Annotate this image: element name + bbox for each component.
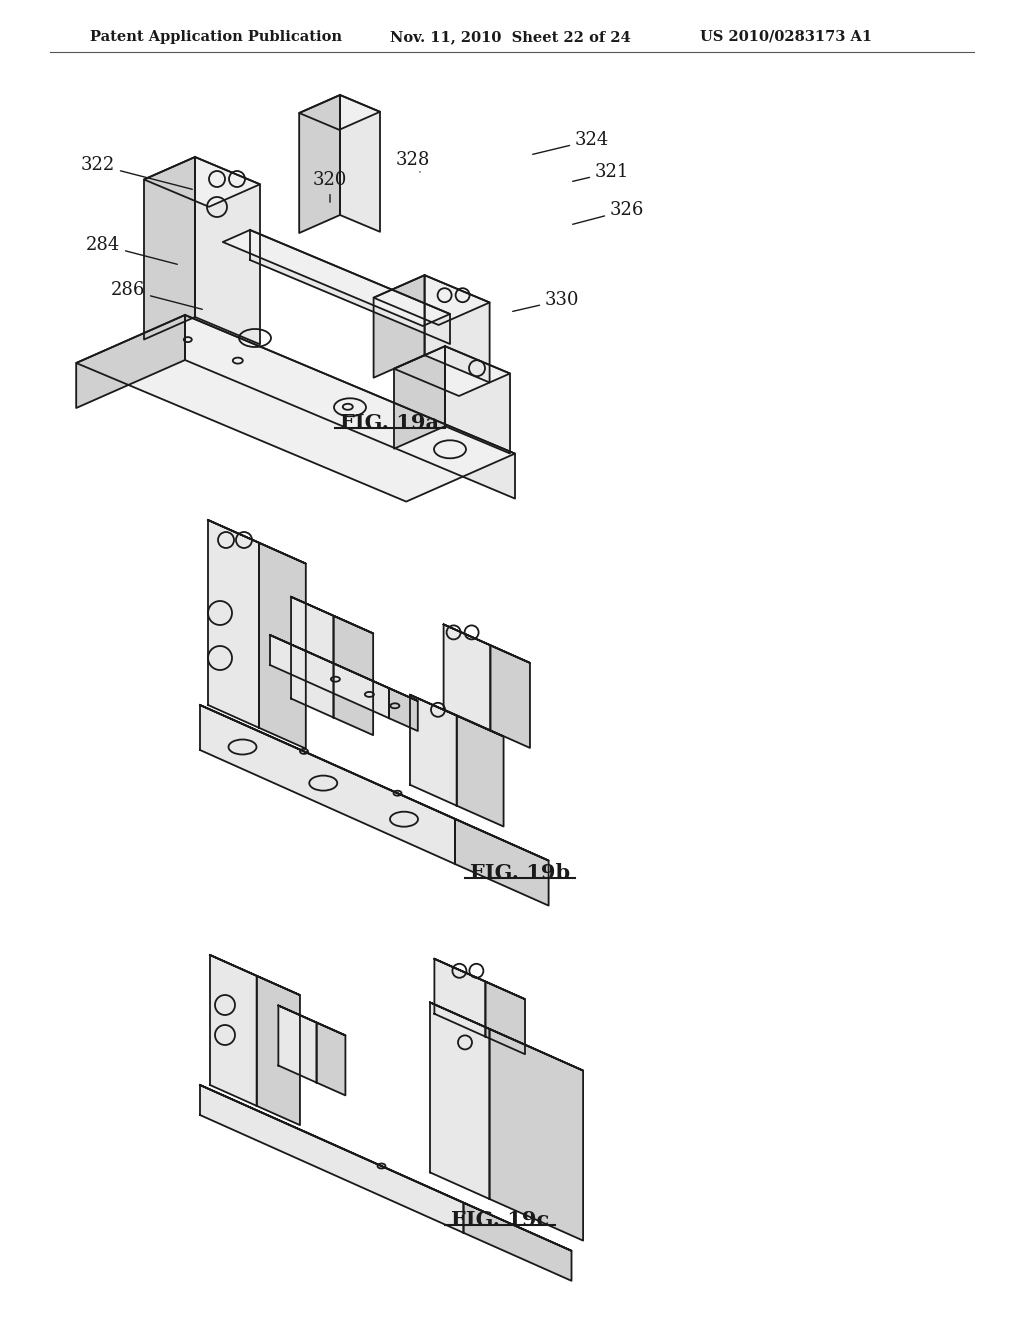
Polygon shape: [299, 95, 340, 234]
Polygon shape: [270, 635, 418, 701]
Polygon shape: [144, 157, 260, 207]
Text: 326: 326: [572, 201, 644, 224]
Polygon shape: [340, 95, 380, 232]
Polygon shape: [489, 1030, 583, 1241]
Polygon shape: [185, 315, 515, 499]
Text: US 2010/0283173 A1: US 2010/0283173 A1: [700, 30, 872, 44]
Polygon shape: [208, 520, 306, 564]
Text: FIG. 19b: FIG. 19b: [470, 863, 570, 883]
Polygon shape: [210, 954, 300, 995]
Polygon shape: [430, 1002, 489, 1199]
Text: Patent Application Publication: Patent Application Publication: [90, 30, 342, 44]
Text: 284: 284: [86, 236, 177, 264]
Polygon shape: [291, 597, 373, 634]
Polygon shape: [200, 1085, 464, 1233]
Polygon shape: [144, 157, 195, 339]
Polygon shape: [457, 715, 504, 826]
Polygon shape: [291, 597, 334, 718]
Polygon shape: [425, 275, 489, 383]
Polygon shape: [389, 688, 418, 731]
Polygon shape: [443, 624, 530, 663]
Polygon shape: [394, 346, 445, 449]
Polygon shape: [250, 230, 450, 345]
Polygon shape: [208, 520, 259, 727]
Polygon shape: [394, 346, 510, 396]
Polygon shape: [410, 694, 457, 805]
Polygon shape: [485, 982, 525, 1055]
Polygon shape: [316, 1023, 345, 1096]
Polygon shape: [455, 818, 549, 906]
Text: 320: 320: [312, 172, 347, 202]
Polygon shape: [259, 543, 306, 748]
Polygon shape: [490, 645, 530, 748]
Polygon shape: [279, 1006, 345, 1035]
Polygon shape: [445, 346, 510, 454]
Text: FIG. 19a: FIG. 19a: [341, 413, 439, 433]
Polygon shape: [410, 694, 504, 737]
Text: 330: 330: [513, 290, 580, 312]
Polygon shape: [443, 624, 490, 730]
Polygon shape: [334, 616, 373, 735]
Polygon shape: [374, 275, 489, 325]
Polygon shape: [374, 275, 425, 378]
Polygon shape: [257, 975, 300, 1125]
Text: 321: 321: [572, 162, 630, 181]
Text: 286: 286: [111, 281, 203, 309]
Text: FIG. 19c: FIG. 19c: [451, 1210, 549, 1230]
Text: 328: 328: [395, 150, 430, 172]
Text: Nov. 11, 2010  Sheet 22 of 24: Nov. 11, 2010 Sheet 22 of 24: [390, 30, 631, 44]
Polygon shape: [210, 954, 257, 1106]
Polygon shape: [279, 1006, 316, 1082]
Polygon shape: [434, 958, 485, 1036]
Polygon shape: [76, 315, 185, 408]
Text: 322: 322: [81, 156, 193, 189]
Polygon shape: [464, 1203, 571, 1280]
Polygon shape: [195, 157, 260, 345]
Polygon shape: [200, 705, 455, 865]
Polygon shape: [299, 95, 380, 129]
Text: 324: 324: [532, 131, 609, 154]
Polygon shape: [430, 1002, 583, 1071]
Polygon shape: [270, 635, 389, 718]
Polygon shape: [76, 315, 515, 502]
Polygon shape: [200, 705, 549, 861]
Polygon shape: [200, 1085, 571, 1251]
Polygon shape: [434, 958, 525, 999]
Polygon shape: [223, 230, 450, 326]
